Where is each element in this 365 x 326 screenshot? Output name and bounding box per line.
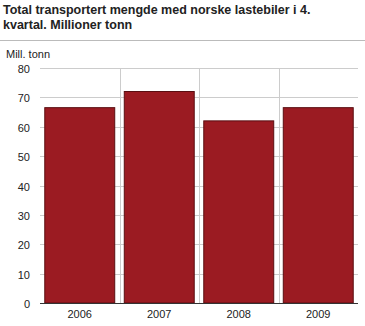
y-tick-label: 40 [18, 181, 30, 193]
y-tick-label: 10 [18, 269, 30, 281]
bar [204, 121, 274, 303]
y-tick-label: 80 [18, 63, 30, 75]
y-tick-label: 30 [18, 210, 30, 222]
x-tick-label: 2007 [147, 308, 171, 320]
x-tick-label: 2006 [68, 308, 92, 320]
y-axis-label: Mill. tonn [6, 48, 50, 60]
chart-svg: Mill. tonn 0 10 20 30 40 50 60 70 80 2006 2007 2008 2… [0, 0, 365, 326]
title-rule [0, 40, 365, 41]
x-tick-label: 2008 [227, 308, 251, 320]
x-axis-line [40, 303, 358, 304]
y-tick-label: 20 [18, 239, 30, 251]
category-separator [120, 68, 121, 303]
y-tick-label: 70 [18, 92, 30, 104]
bar [45, 108, 115, 303]
y-tick-label: 60 [18, 122, 30, 134]
bar [124, 92, 194, 304]
y-tick-label: 0 [24, 298, 30, 310]
chart-title: Total transportert mengde med norske las… [3, 3, 353, 33]
bar [283, 108, 353, 303]
category-separator [279, 68, 280, 303]
chart-root: Total transportert mengde med norske las… [0, 0, 365, 326]
bars [45, 92, 353, 304]
grid-line [40, 303, 358, 304]
y-tick-label: 50 [18, 151, 30, 163]
category-separator [199, 68, 200, 303]
x-tick-label: 2009 [306, 308, 330, 320]
